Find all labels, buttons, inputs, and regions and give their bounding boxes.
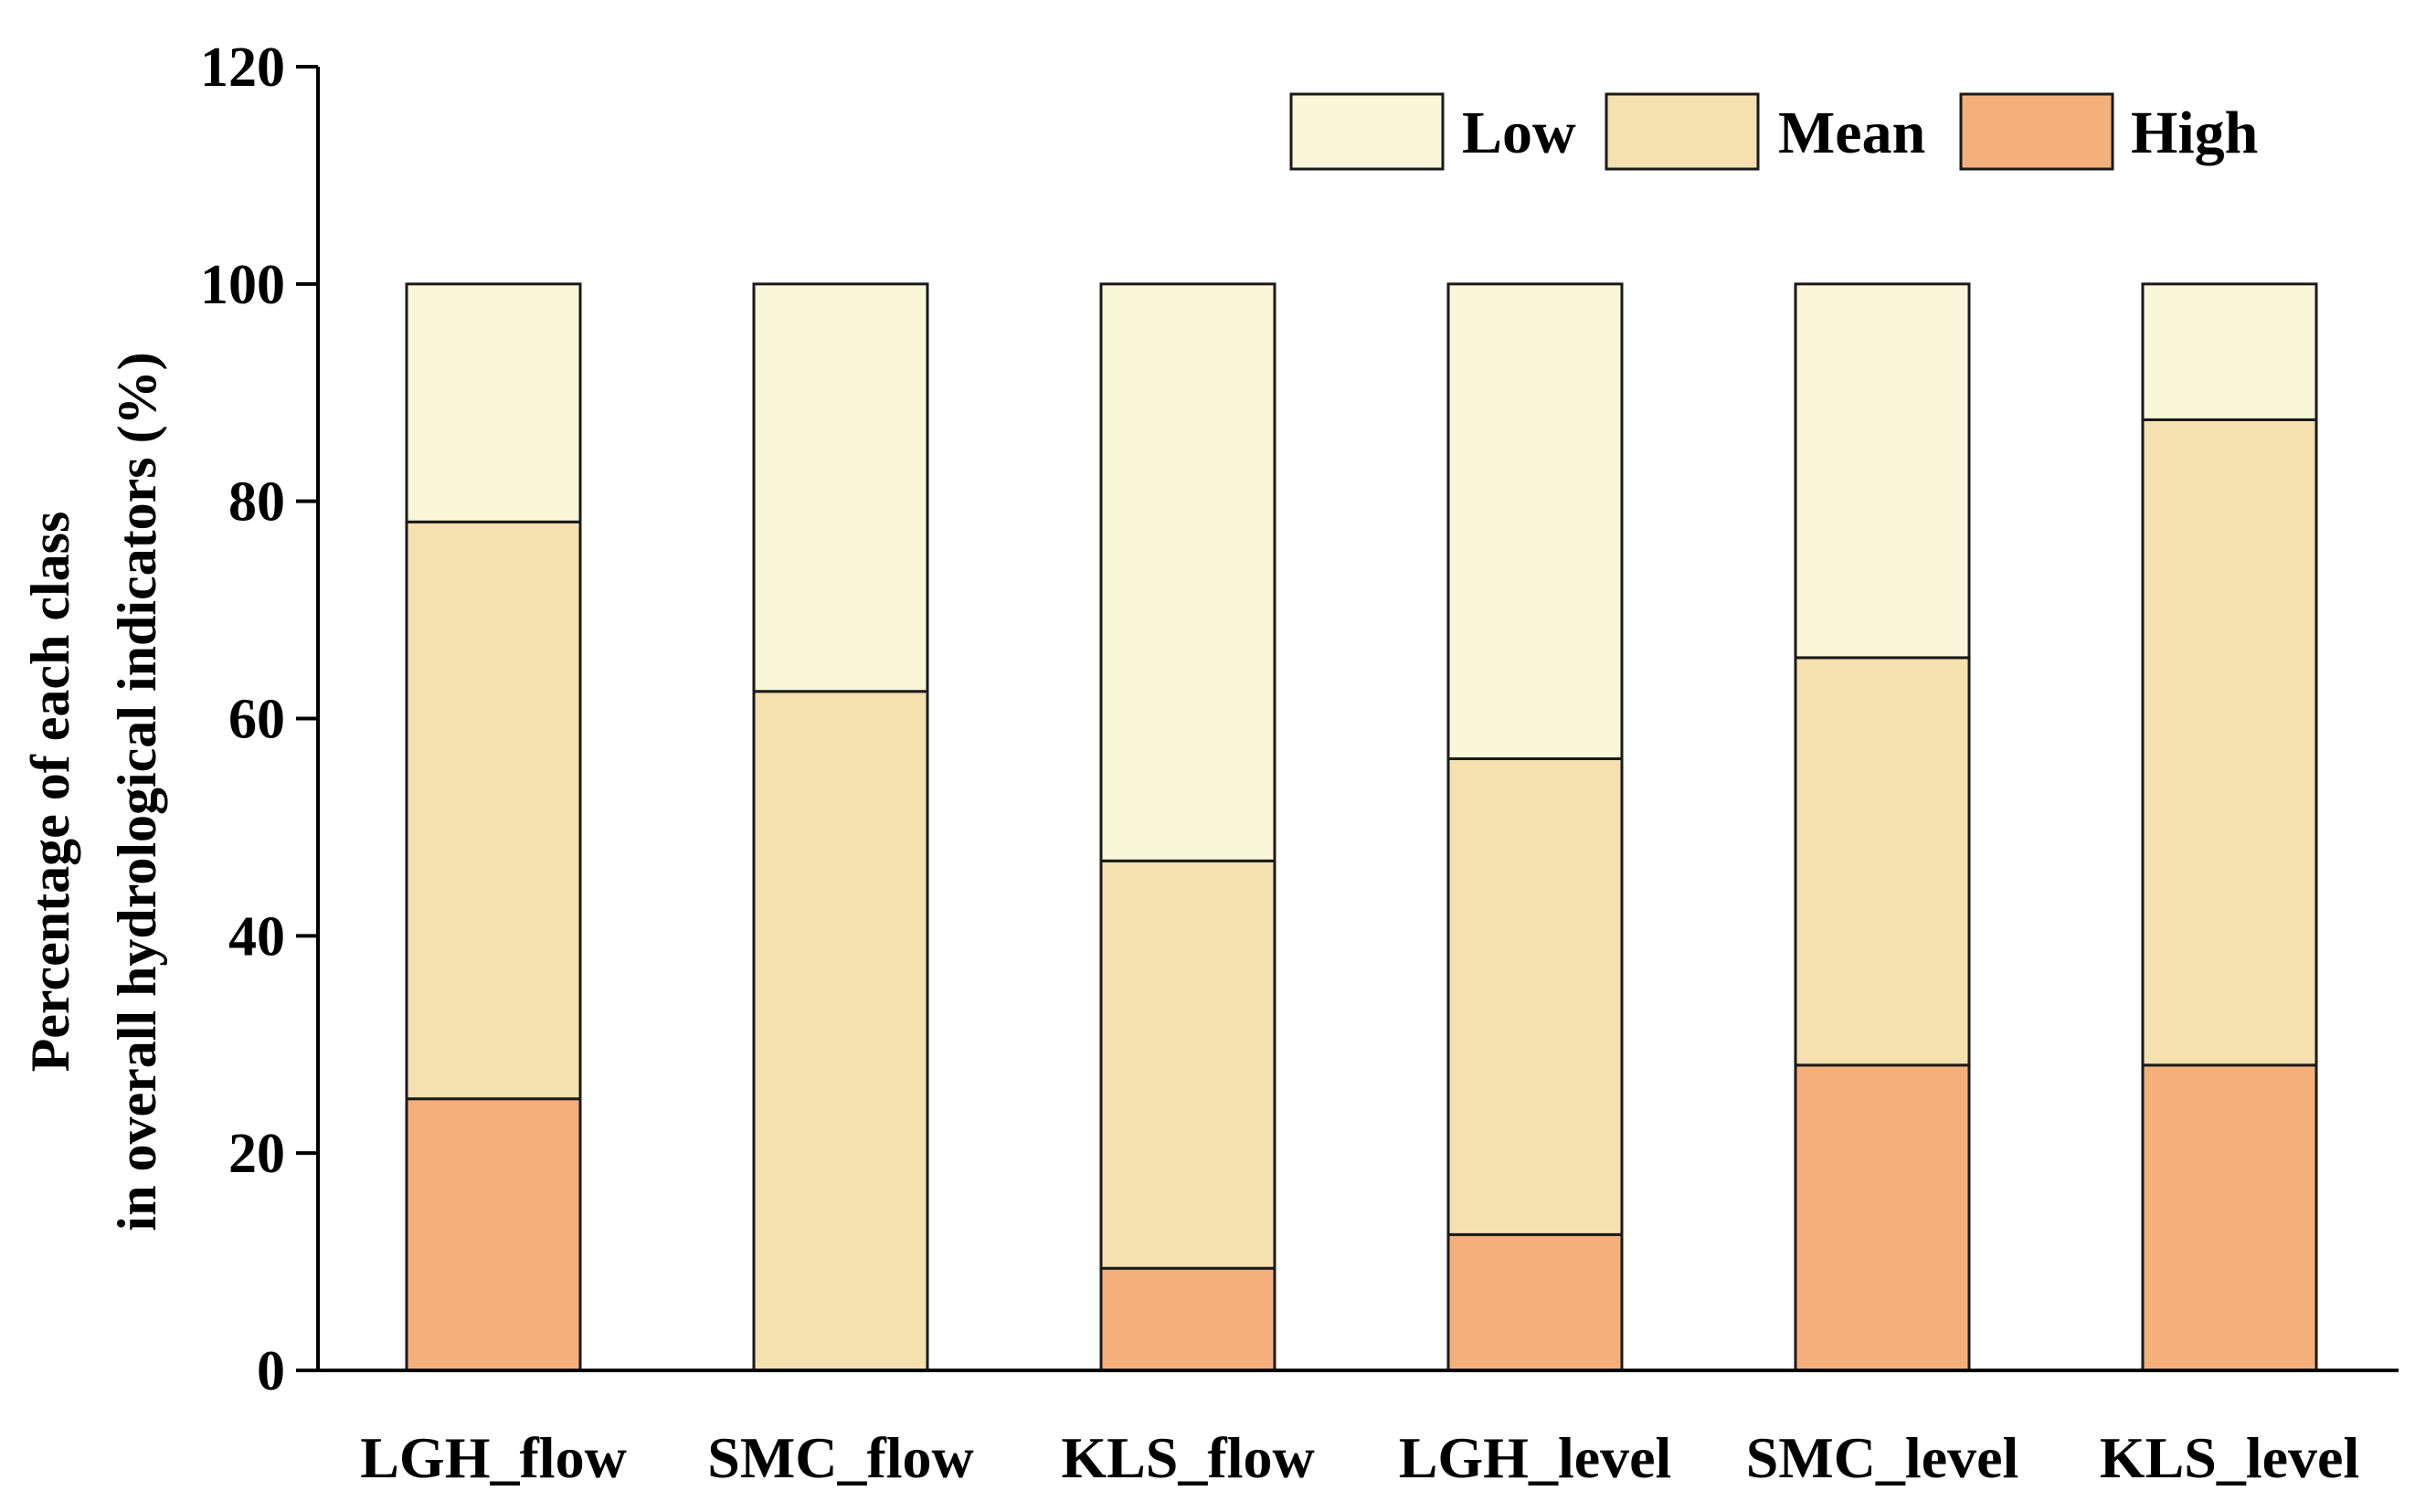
y-tick-label: 40 [228,905,285,967]
y-tick-label: 80 [228,471,285,534]
x-labels-group: LGH_flow SMC_flow KLS_flow LGH_level SMC_lev… [360,1425,2359,1490]
bar-lgh-level-mean [1446,756,1624,1236]
x-category-label: LGH_flow [360,1425,627,1490]
y-tick-label: 120 [200,37,285,99]
bar-kls-level-low [2141,282,2318,421]
bar-kls-flow-low [1099,282,1276,862]
x-category-label: SMC_flow [707,1425,974,1490]
legend-swatch-mean [1605,92,1760,171]
x-category-label: KLS_level [2100,1425,2359,1490]
y-ticks-group: 0 20 40 60 80 100 120 [200,37,318,1402]
legend: Low Mean High [1289,92,2258,171]
axes-group [316,67,2399,1372]
y-tick-label: 100 [200,254,285,316]
bar-smc-level-mean [1794,656,1971,1067]
bar-lgh-flow-high [405,1097,582,1372]
x-category-label: KLS_flow [1061,1425,1314,1490]
bar-kls-flow-mean [1099,859,1276,1270]
bar-lgh-level-low [1446,282,1624,760]
legend-label-mean: Mean [1778,100,1925,166]
bar-smc-level-high [1794,1063,1971,1372]
legend-swatch-low [1289,92,1445,171]
x-category-label: SMC_level [1746,1425,2019,1490]
bar-kls-level-high [2141,1063,2318,1372]
bar-kls-flow-high [1099,1266,1276,1372]
bar-smc-flow-mean [752,690,929,1372]
y-axis-title-line2: in overall hydrological indicators (%) [107,352,167,1231]
bar-lgh-flow-low [405,282,582,523]
bar-smc-flow-low [752,282,929,693]
bars-group [405,282,2318,1372]
bar-kls-level-mean [2141,418,2318,1067]
y-tick-label: 60 [228,689,285,751]
legend-label-low: Low [1462,100,1576,166]
legend-label-high: High [2131,100,2258,166]
y-tick-label: 20 [228,1123,285,1185]
y-tick-label: 0 [257,1340,285,1402]
x-category-label: LGH_level [1399,1425,1672,1490]
legend-swatch-high [1959,92,2114,171]
y-axis-title-line1: Percentage of each class [20,512,80,1073]
bar-smc-level-low [1794,282,1971,660]
bar-lgh-level-high [1446,1232,1624,1372]
bar-lgh-flow-mean [405,520,582,1101]
